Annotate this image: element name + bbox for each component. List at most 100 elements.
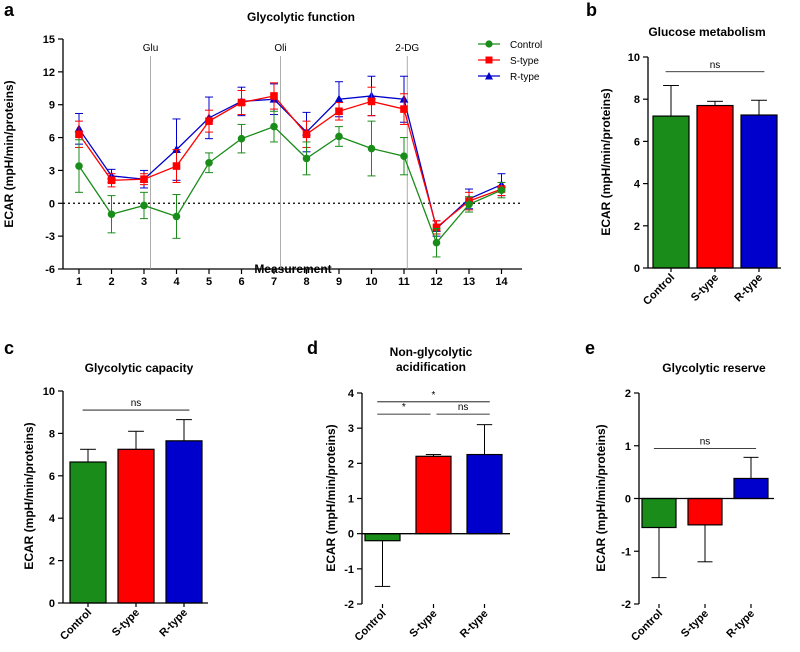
panel-d-significance-label: * [432,390,436,401]
panel-d-ytick-label: 2 [348,458,354,470]
panel-e-ylabel: ECAR (mpH/min/proteins) [594,424,608,571]
panel-e-significance-label: ns [700,436,711,447]
point-control [205,158,213,167]
panel-d-ytick-label: -1 [344,564,354,576]
panel-b-ytick-label: 10 [628,52,640,64]
point-control [302,154,311,163]
panel-b-ytick-label: 4 [634,179,641,191]
panel-b-ytick-label: 2 [634,221,640,233]
panel-c-significance-label: ns [131,398,142,409]
panel-d: d Non-glycolytic acidification ECAR (mpH… [307,338,510,644]
panel-a-xtick-label: 12 [430,276,442,288]
panel-a-ytick-label: 9 [49,100,55,112]
panel-b-ytick-label: 8 [634,94,640,106]
bar-control [641,497,677,529]
point-control [465,200,473,209]
bar-s-type [696,104,734,269]
panel-a-xtick-label: 13 [463,276,475,288]
point-control [432,238,441,247]
panel-c-label: c [4,338,14,358]
point-control [140,201,148,210]
panel-c-category-label: S-type [110,607,142,639]
panel-d-ytick-label: 4 [348,388,355,400]
panel-a-label: a [4,0,15,20]
bar-r-type [733,477,769,500]
point-control [237,134,246,143]
panel-a-ytick-label: 12 [43,67,55,79]
bar-s-type [415,455,452,535]
panel-d-category-label: Control [352,608,388,644]
panel-a-ytick-label: 0 [49,198,55,210]
point-s-type [367,97,376,106]
point-s-type [172,162,181,170]
point-s-type [237,98,246,107]
bar-r-type [740,114,778,269]
panel-a-ytick-label: 3 [49,165,55,177]
panel-c-ytick-label: 2 [49,556,55,568]
panel-e-ytick-label: -1 [621,546,631,558]
panel-e-ytick-label: 2 [625,388,631,400]
series-r-type [74,75,506,237]
panel-b-label: b [586,0,597,20]
panel-a-xtick-label: 10 [365,276,377,288]
point-control [367,144,376,153]
point-s-type [432,223,441,232]
panel-a-xtick-label: 3 [141,276,147,288]
panel-a-xtick-label: 11 [398,276,410,288]
panel-c: c Glycolytic capacity ECAR (mpH/min/prot… [4,338,208,643]
panel-a-ytick-label: -6 [45,264,55,276]
panel-a-title: Glycolytic function [247,10,355,24]
panel-e-ytick-label: 0 [625,494,631,506]
panel-a-xtick-label: 5 [206,276,212,288]
panel-d-significance-label: ns [458,402,469,413]
injection-label-2-dg: 2-DG [395,43,419,54]
bar-s-type [687,497,723,526]
panel-a-xtick-label: 9 [336,276,342,288]
panel-b-significance-label: ns [710,60,721,71]
bar-control [69,461,107,604]
panel-e-category-label: Control [629,608,665,644]
panel-d-significance-label: * [402,402,406,413]
panel-b-ytick-label: 6 [634,136,640,148]
panel-a-xtick-label: 1 [76,276,82,288]
panel-d-ytick-label: -2 [344,599,354,611]
panel-a-ytick-label: 6 [49,133,55,145]
panel-a-legend: Control S-type R-type [478,40,542,83]
point-s-type [75,130,83,139]
panel-a-xtick-label: 7 [271,276,277,288]
panel-b-category-label: R-type [732,272,765,305]
panel-b-ytick-label: 0 [634,263,640,275]
panel-e-ytick-label: -2 [621,599,631,611]
bar-r-type [165,440,203,604]
panel-a-ytick-label: 15 [43,34,55,46]
panel-d-ytick-label: 3 [348,423,354,435]
panel-d-category-label: R-type [458,608,491,641]
panel-c-ytick-label: 6 [49,471,55,483]
line-control [78,125,502,244]
panel-a-xtick-label: 2 [108,276,114,288]
panel-e: e Glycolytic reserve ECAR (mpH/min/prote… [585,338,774,644]
legend-s-type-marker [485,56,493,64]
panel-e-category-label: R-type [724,608,757,641]
panel-e-ytick-label: 1 [625,441,631,453]
panel-e-title: Glycolytic reserve [662,361,766,375]
panel-c-ytick-label: 4 [49,513,56,525]
bar-r-type [466,453,503,535]
panel-a-ylabel: ECAR (mpH/min/proteins) [2,80,16,227]
legend-s-type-label: S-type [510,56,539,67]
panel-c-category-label: Control [58,607,94,643]
point-s-type [205,117,213,125]
panel-c-ytick-label: 8 [49,428,55,440]
panel-a: a Glycolytic function ECAR (mpH/min/prot… [2,0,542,288]
point-control [400,152,408,160]
injection-label-oli: Oli [274,43,286,54]
panel-a-xtick-label: 14 [495,276,508,288]
point-control [172,212,181,221]
legend-control-label: Control [510,40,542,51]
panel-c-title: Glycolytic capacity [85,361,194,375]
bar-control [364,533,401,542]
panel-e-category-label: S-type [679,608,711,640]
legend-r-type-label: R-type [510,72,540,83]
panel-d-title-line-1: Non-glycolytic [390,345,473,359]
